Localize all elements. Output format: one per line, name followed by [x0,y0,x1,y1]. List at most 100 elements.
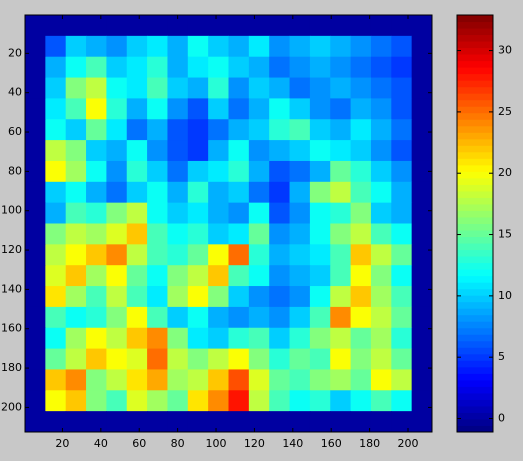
heat-cell [86,348,107,370]
heat-cell [330,265,352,287]
heat-cell [106,390,128,412]
heat-cell [289,202,311,224]
heat-cell [289,98,311,120]
heat-cell [65,348,87,370]
heat-cell [228,306,250,329]
heat-cell [248,15,270,37]
heat-cell [126,244,148,266]
heat-cell [25,140,46,162]
colorbar-swatch [457,295,493,303]
heat-cell [309,327,331,350]
heat-cell [106,56,128,79]
heat-cell [86,265,107,287]
heat-cell [370,306,392,329]
heat-cell [370,98,392,120]
heat-cell [65,77,87,99]
heat-cell [309,202,331,224]
heat-cell [370,202,392,224]
heat-cell [391,327,413,350]
colorbar-swatch [457,275,493,283]
heat-cell [25,35,46,58]
heat-cell [411,202,433,224]
colorbar-swatch [457,28,493,36]
heat-cell [167,202,189,224]
heat-cell [411,15,433,37]
colorbar-swatch [457,334,493,342]
y-tick-label: 120 [1,243,22,256]
colorbar-swatch [457,21,493,29]
y-tick-label: 180 [1,361,22,374]
heat-cell [45,202,67,224]
heat-cell [289,286,311,308]
heat-cell [187,390,209,412]
heat-cell [167,56,189,79]
heat-cell [147,35,168,58]
colorbar-swatch [457,145,493,153]
heat-cell [65,140,87,162]
colorbar-swatch [457,327,493,335]
colorbar-swatch [457,190,493,198]
heat-cell [86,202,107,224]
heat-cell [147,140,168,162]
heat-cell [187,98,209,120]
heat-cell [330,411,352,433]
colorbar-swatch [457,314,493,322]
heat-cell [350,265,372,287]
heat-cell [269,390,291,412]
heat-cell [289,56,311,79]
heat-cell [65,160,87,183]
heat-cell [330,327,352,350]
heat-cell [309,390,331,412]
heat-cell [350,15,372,37]
heat-cell [25,348,46,370]
heat-cell [45,140,67,162]
colorbar-swatch [457,353,493,361]
heat-cell [248,181,270,204]
heat-cell [126,119,148,141]
heat-cell [269,181,291,204]
y-tick-label: 200 [1,400,22,413]
heat-cell [208,223,229,245]
heat-cell [106,244,128,266]
colorbar-swatch [457,425,493,433]
heat-cell [309,77,331,99]
heat-cell [248,348,270,370]
heat-cell [65,369,87,391]
heat-cell [248,244,270,266]
colorbar-swatch [457,249,493,257]
colorbar-swatch [457,340,493,348]
colorbar-swatch [457,177,493,185]
heat-cell [269,160,291,183]
y-tick-label: 40 [8,86,22,99]
heat-cell [208,56,229,79]
heat-cell [391,77,413,99]
heat-cell [208,98,229,120]
colorbar-swatch [457,54,493,62]
heat-cell [228,348,250,370]
heat-cell [269,77,291,99]
heat-cell [269,119,291,141]
colorbar-swatch [457,119,493,127]
heat-cell [147,98,168,120]
colorbar-swatch [457,405,493,413]
heat-cell [126,390,148,412]
heat-cell [65,35,87,58]
heat-cell [167,390,189,412]
heat-cell [228,327,250,350]
heat-cell [25,77,46,99]
heat-cell [147,119,168,141]
heat-cell [208,390,229,412]
y-tick-label: 60 [8,125,22,138]
heat-cell [370,286,392,308]
heat-cell [330,244,352,266]
heat-cell [330,306,352,329]
heat-cell [309,119,331,141]
heat-cell [391,181,413,204]
colorbar-swatch [457,210,493,218]
heat-cell [248,202,270,224]
heat-cell [25,369,46,391]
heat-cell [106,327,128,350]
heat-cell [25,306,46,329]
heat-cell [228,265,250,287]
heat-cell [208,306,229,329]
